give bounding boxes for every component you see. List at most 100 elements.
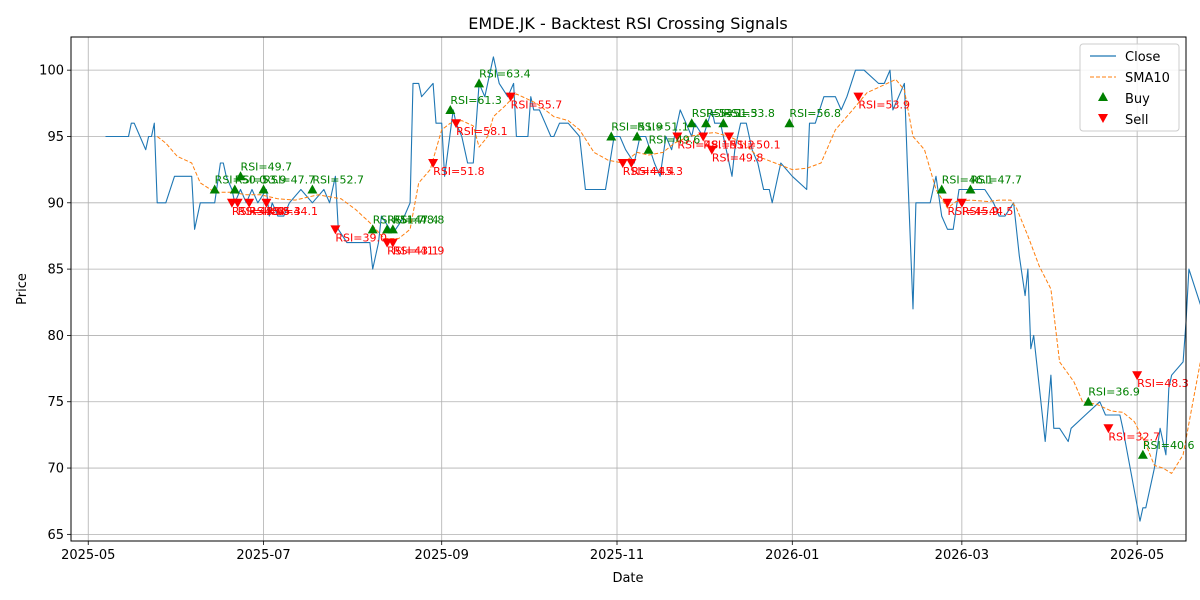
buy-signal-label: RSI=47.7 (970, 174, 1022, 187)
legend-sma-label: SMA10 (1125, 71, 1170, 86)
y-axis-ticks: 65 70 75 80 85 90 95 100 (39, 64, 71, 543)
sell-signal-marker (617, 159, 628, 168)
sell-signal-label: RSI=48.8 (238, 205, 290, 218)
sell-signal-marker (451, 119, 462, 129)
sell-signal-marker (956, 198, 967, 208)
sell-signal-label: RSI=51.2 (703, 138, 755, 151)
x-tick-label: 2025-11 (590, 548, 644, 563)
legend-sell-label: Sell (1125, 113, 1148, 128)
y-tick-label: 90 (47, 196, 64, 211)
buy-signal-marker (643, 144, 654, 154)
sell-signal-label: RSI=49.8 (712, 152, 764, 165)
buy-signal-label: RSI=36.9 (1088, 386, 1140, 399)
sell-signal-label: RSI=44.4 (623, 165, 675, 178)
buy-signal-label: RSI=52.7 (312, 174, 364, 187)
legend-buy-label: Buy (1125, 92, 1150, 107)
sell-signal-label: RSI=43.6 (232, 205, 284, 218)
buy-signal-marker (606, 131, 617, 141)
sell-signal-marker (261, 198, 272, 208)
sell-signal-marker (505, 92, 516, 102)
sell-signal-label: RSI=51.8 (433, 165, 485, 178)
buy-signal-marker (701, 118, 712, 128)
sell-signal-marker (698, 132, 709, 142)
buy-signal-marker (718, 118, 729, 128)
y-tick-label: 75 (47, 395, 64, 410)
plot-area (105, 56, 1200, 522)
buy-signal-label: RSI=51.9 (611, 120, 663, 133)
sell-signal-label: RSI=48.3 (1137, 377, 1189, 390)
x-axis-ticks: 2025-05 2025-07 2025-09 2025-11 2026-01 2026-… (61, 541, 1164, 563)
y-tick-label: 70 (47, 462, 64, 477)
buy-signal-marker (1083, 396, 1094, 406)
sell-signal-marker (330, 225, 341, 235)
legend-close-label: Close (1125, 50, 1160, 65)
buy-signal-label: RSI=51.1 (637, 120, 689, 133)
sell-signal-label: RSI=43.1 (387, 245, 439, 258)
sell-signal-label: RSI=48.1 (677, 138, 729, 151)
legend-sell-marker (1098, 114, 1108, 123)
legend-box (1079, 43, 1180, 132)
buy-signal-label: RSI=51.3 (706, 107, 758, 120)
sell-signal-marker (428, 159, 439, 168)
sell-signal-marker (1132, 371, 1143, 381)
grid-lines (71, 37, 1186, 541)
legend: Close SMA10 Buy Sell (1079, 43, 1180, 132)
x-tick-label: 2025-07 (236, 548, 290, 563)
buy-signal-marker (235, 171, 246, 181)
buy-signal-label: RSI=53.1 (692, 107, 744, 120)
buy-signal-label: RSI=51.7 (373, 213, 425, 226)
sell-signal-marker (942, 198, 953, 208)
sell-signal-label: RSI=55.7 (511, 99, 563, 112)
y-tick-label: 65 (47, 528, 64, 543)
buy-signal-marker (445, 104, 456, 114)
x-tick-label: 2025-09 (415, 548, 469, 563)
chart-title: EMDE.JK - Backtest RSI Crossing Signals (468, 14, 788, 33)
x-tick-label: 2026-03 (935, 548, 989, 563)
buy-signal-label: RSI=47.4 (387, 213, 439, 226)
buy-signal-marker (387, 224, 398, 234)
sell-signal-marker (244, 198, 255, 208)
sell-signal-marker (1103, 424, 1114, 434)
buy-signal-label: RSI=48.8 (393, 213, 445, 226)
buy-signal-marker (258, 184, 269, 194)
close-series-line (105, 56, 1200, 522)
sell-signal-marker (672, 132, 683, 142)
sell-signal-marker (724, 132, 735, 142)
buy-signal-label: RSI=53.8 (723, 107, 775, 120)
buy-signal-marker (686, 118, 697, 128)
buy-signal-label: RSI=50.0 (215, 174, 267, 187)
y-tick-label: 85 (47, 263, 64, 278)
sell-signal-label: RSI=58.1 (456, 125, 508, 138)
buy-signal-marker (474, 78, 485, 88)
y-tick-label: 95 (47, 130, 64, 145)
buy-signal-label: RSI=49.7 (241, 160, 293, 173)
buy-signal-label: RSI=47.7 (264, 174, 316, 187)
y-axis-label: Price (15, 273, 30, 305)
buy-signal-marker (632, 131, 643, 141)
sell-signal-marker (706, 145, 717, 155)
y-tick-label: 80 (47, 329, 64, 344)
x-axis-label: Date (612, 571, 643, 586)
signal-annotations: RSI=50.0RSI=53.9RSI=49.7RSI=47.7RSI=52.7… (215, 67, 1195, 451)
buy-signal-label: RSI=63.4 (479, 67, 531, 80)
sell-signal-label: RSI=39.0 (335, 231, 387, 244)
sell-signal-marker (853, 92, 864, 102)
sell-signal-marker (387, 238, 398, 248)
buy-signal-marker (784, 118, 795, 128)
y-tick-label: 100 (39, 64, 64, 79)
sell-signal-label: RSI=44.5 (962, 205, 1014, 218)
sell-signal-label: RSI=53.9 (858, 99, 910, 112)
sell-signal-label: RSI=44.1 (266, 205, 318, 218)
x-tick-label: 2026-05 (1110, 548, 1164, 563)
x-tick-label: 2026-01 (765, 548, 819, 563)
legend-buy-marker (1098, 92, 1108, 101)
buy-signal-label: RSI=49.6 (649, 134, 701, 147)
x-tick-label: 2025-05 (61, 548, 115, 563)
sell-signal-marker (232, 198, 243, 208)
sell-signal-label: RSI=45.9 (947, 205, 999, 218)
buy-signal-label: RSI=40.6 (1143, 439, 1195, 452)
plot-frame (70, 36, 1187, 542)
buy-signal-marker (965, 184, 976, 194)
